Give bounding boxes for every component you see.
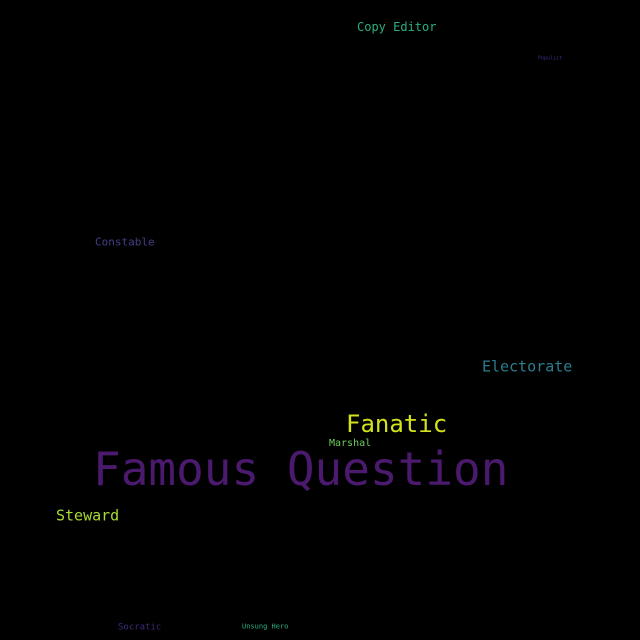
word-copy-editor: Copy Editor xyxy=(357,20,437,34)
word-famous-question: Famous Question xyxy=(93,442,509,496)
word-unsung-hero: Unsung Hero xyxy=(242,622,289,631)
word-constable: Constable xyxy=(95,235,155,249)
word-populist: Populist xyxy=(538,55,563,62)
word-electorate: Electorate xyxy=(482,357,573,376)
word-steward: Steward xyxy=(56,506,120,525)
word-socratic: Socratic xyxy=(118,622,162,633)
word-fanatic: Fanatic xyxy=(346,410,448,438)
word-marshal: Marshal xyxy=(329,438,372,449)
